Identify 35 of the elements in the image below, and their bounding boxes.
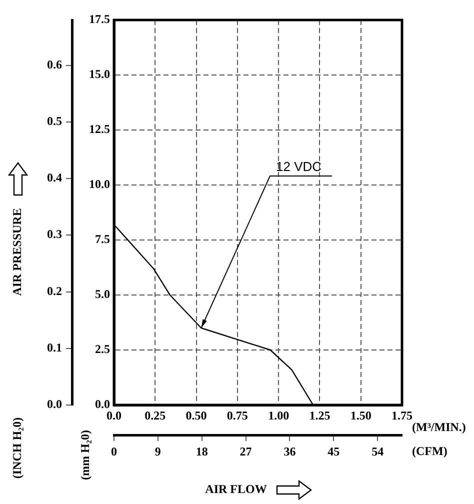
x2-tick-label: 18: [196, 444, 208, 458]
y2-tick-label: 0.0: [47, 397, 62, 412]
y-tick-label: 12.5: [89, 122, 110, 136]
y-axis-title: (mm H₂0): [78, 430, 92, 480]
x2-tick-label: 27: [240, 444, 252, 458]
x2-axis-title: (CFM): [412, 444, 448, 458]
y2-axis-title: (INCH H₂0): [10, 417, 24, 479]
y2-tick-label: 0.3: [47, 227, 62, 242]
x-tick-label: 1.75: [392, 408, 412, 422]
y2-tick-label: 0.6: [47, 57, 62, 72]
y2-tick-label: 0.5: [47, 114, 62, 128]
y-tick-label: 10.0: [89, 177, 110, 192]
x2-tick-label: 0: [111, 444, 117, 458]
x-tick-label: 1.50: [350, 408, 372, 422]
y2-tick-label: 0.2: [47, 284, 62, 298]
x-axis-title: (M³/MIN.): [412, 420, 466, 434]
x-tick-label: 0.75: [226, 408, 248, 422]
x2-tick-label: 9: [154, 444, 161, 458]
x-tick-label: 1.25: [309, 408, 330, 422]
x-tick-label: 0.25: [144, 408, 166, 422]
x2-tick-label: 54: [372, 444, 384, 458]
text: AIR FLOW: [205, 482, 267, 496]
y2-tick-label: 0.4: [47, 170, 62, 185]
x-tick-label: 1.00: [268, 408, 290, 422]
x2-tick-label: 36: [284, 444, 296, 458]
text: AIR PRESSURE: [10, 208, 24, 296]
annotation: 12 VDC: [276, 159, 322, 174]
y-tick-label: 2.5: [95, 342, 110, 356]
y2-tick-label: 0.1: [47, 340, 62, 354]
y-tick-label: 17.5: [89, 12, 110, 26]
y-tick-label: 5.0: [95, 287, 110, 302]
x-tick-label: 0.50: [186, 408, 207, 422]
y-tick-label: 7.5: [95, 232, 110, 246]
y-tick-label: 15.0: [89, 67, 110, 82]
x2-tick-label: 45: [328, 444, 340, 458]
